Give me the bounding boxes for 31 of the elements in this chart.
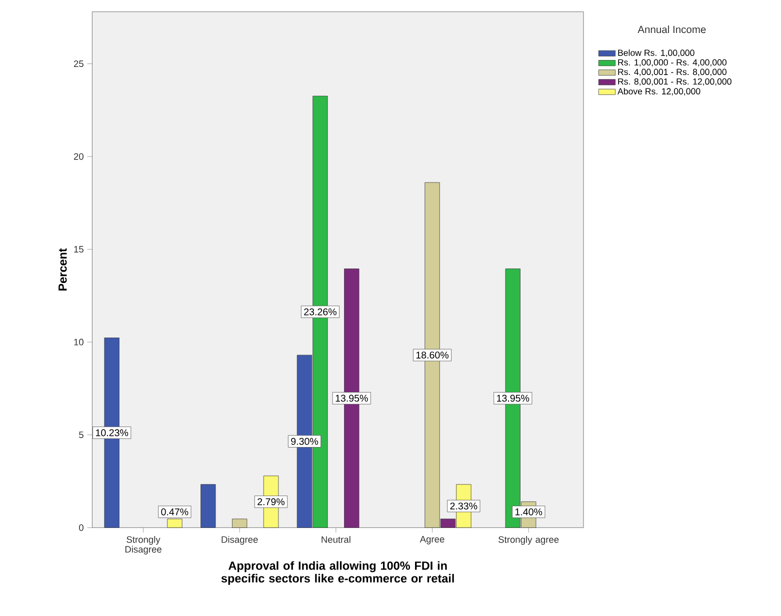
legend-label: Below Rs. 1,00,000 — [618, 49, 694, 57]
y-tick-label: 20 — [74, 153, 84, 160]
bar — [200, 484, 216, 528]
data-label: 13.95% — [497, 394, 530, 402]
x-tick-label: Strongly Disagree — [125, 536, 162, 554]
legend-label: Rs. 8,00,001 - Rs. 12,00,000 — [618, 78, 732, 86]
y-tick-label: 0 — [79, 524, 84, 531]
data-label: 1.40% — [515, 508, 542, 516]
data-label: 0.47% — [161, 508, 188, 516]
x-tick-label: Strongly agree — [498, 536, 559, 545]
data-label: 13.95% — [336, 394, 368, 402]
x-axis-title: Approval of India allowing 100% FDI in specific sectors like e-commerce or retail — [221, 561, 454, 585]
y-tick-label: 25 — [74, 60, 84, 68]
legend-label: Rs. 1,00,000 - Rs. 4,00,000 — [618, 59, 727, 66]
x-tick-label: Agree — [420, 536, 444, 544]
y-tick-label: 15 — [74, 246, 84, 253]
data-label: 9.30% — [291, 438, 318, 445]
data-label: 23.26% — [304, 308, 336, 316]
y-tick-label: 5 — [79, 432, 84, 438]
y-axis-title: Percent — [58, 248, 67, 290]
legend-label: Above Rs. 12,00,000 — [618, 88, 700, 96]
legend-label: Rs. 4,00,001 - Rs. 8,00,000 — [618, 68, 727, 76]
data-label: 10.23% — [96, 429, 128, 436]
y-tick-label: 10 — [74, 338, 84, 346]
x-tick-label: Disagree — [222, 536, 258, 545]
legend-title: Annual Income — [638, 26, 706, 34]
data-label: 2.33% — [450, 502, 478, 510]
data-label: 2.79% — [258, 498, 285, 506]
data-label: 18.60% — [416, 352, 449, 359]
bar — [232, 518, 248, 528]
x-tick-label: Neutral — [322, 536, 350, 543]
